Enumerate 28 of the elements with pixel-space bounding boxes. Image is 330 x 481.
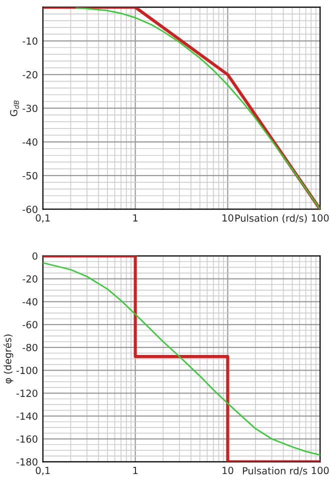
y-tick-label: -60 (22, 206, 38, 214)
y-tick-label: -100 (16, 366, 38, 374)
x-tick-label: 100 (312, 214, 329, 222)
y-tick-label: -30 (22, 104, 38, 112)
y-tick-label: -80 (22, 344, 38, 352)
y-tick-label: -20 (22, 275, 38, 283)
y-tick-label: -40 (22, 298, 38, 306)
y-tick-label: -20 (22, 71, 38, 78)
x-tick-label: 10 (222, 214, 234, 222)
y-axis-title: φ (degrés) (3, 334, 14, 384)
x-tick-label: 0,1 (36, 466, 50, 476)
x-axis-title: Pulsation (rd/s) (235, 214, 307, 223)
x-tick-label: 100 (312, 466, 329, 474)
x-axis-title: Pulsation rd/s (242, 466, 308, 476)
y-tick-label: -10 (22, 37, 38, 45)
x-tick-label: 1 (133, 466, 138, 474)
y-tick-label: -120 (16, 390, 38, 397)
x-tick-label: 1 (133, 214, 138, 222)
x-tick-label: 0,1 (36, 214, 50, 223)
y-tick-label: -40 (22, 138, 38, 146)
y-axis-title: G$_{dB}$ (10, 100, 19, 116)
y-tick-label: -50 (22, 172, 38, 180)
y-tick-label: -180 (16, 458, 38, 466)
y-tick-label: -140 (16, 412, 38, 420)
y-tick-label: -160 (16, 435, 38, 443)
y-tick-label: -60 (22, 320, 38, 328)
y-tick-label: 0 (32, 252, 38, 260)
x-tick-label: 10 (222, 466, 234, 474)
